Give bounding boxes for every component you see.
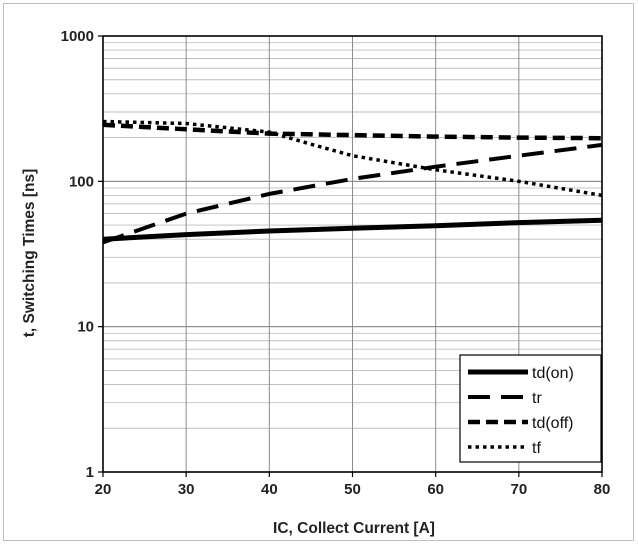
legend-label: td(on) [532,365,574,382]
x-tick-label: 80 [594,481,611,498]
series-line-tdon [102,217,603,242]
series-lines [102,119,603,245]
x-tick-label: 60 [427,481,444,498]
series-line-tdoff [102,122,603,141]
legend-label: tf [532,440,541,457]
x-tick-label: 40 [261,481,278,498]
y-tick-label: 100 [69,173,94,190]
plot-area [102,35,603,473]
x-tick-label: 50 [344,481,361,498]
axis-ticks: 20 30 40 50 60 70 80 1 10 100 1000 [61,28,611,498]
series-line-tf [102,119,603,198]
y-tick-label: 1 [86,464,94,481]
y-tick-label: 1000 [61,28,94,45]
y-axis-title: t, Switching Times [ns] [21,169,38,338]
x-tick-label: 30 [178,481,195,498]
legend-label: td(off) [532,415,574,432]
x-axis-title: IC, Collect Current [A] [273,520,435,537]
x-tick-label: 20 [95,481,112,498]
x-tick-label: 70 [510,481,527,498]
y-tick-label: 10 [77,319,94,336]
legend: td(on) tr td(off) tf [459,354,602,463]
chart-frame [3,3,634,541]
legend-label: tr [532,390,542,407]
